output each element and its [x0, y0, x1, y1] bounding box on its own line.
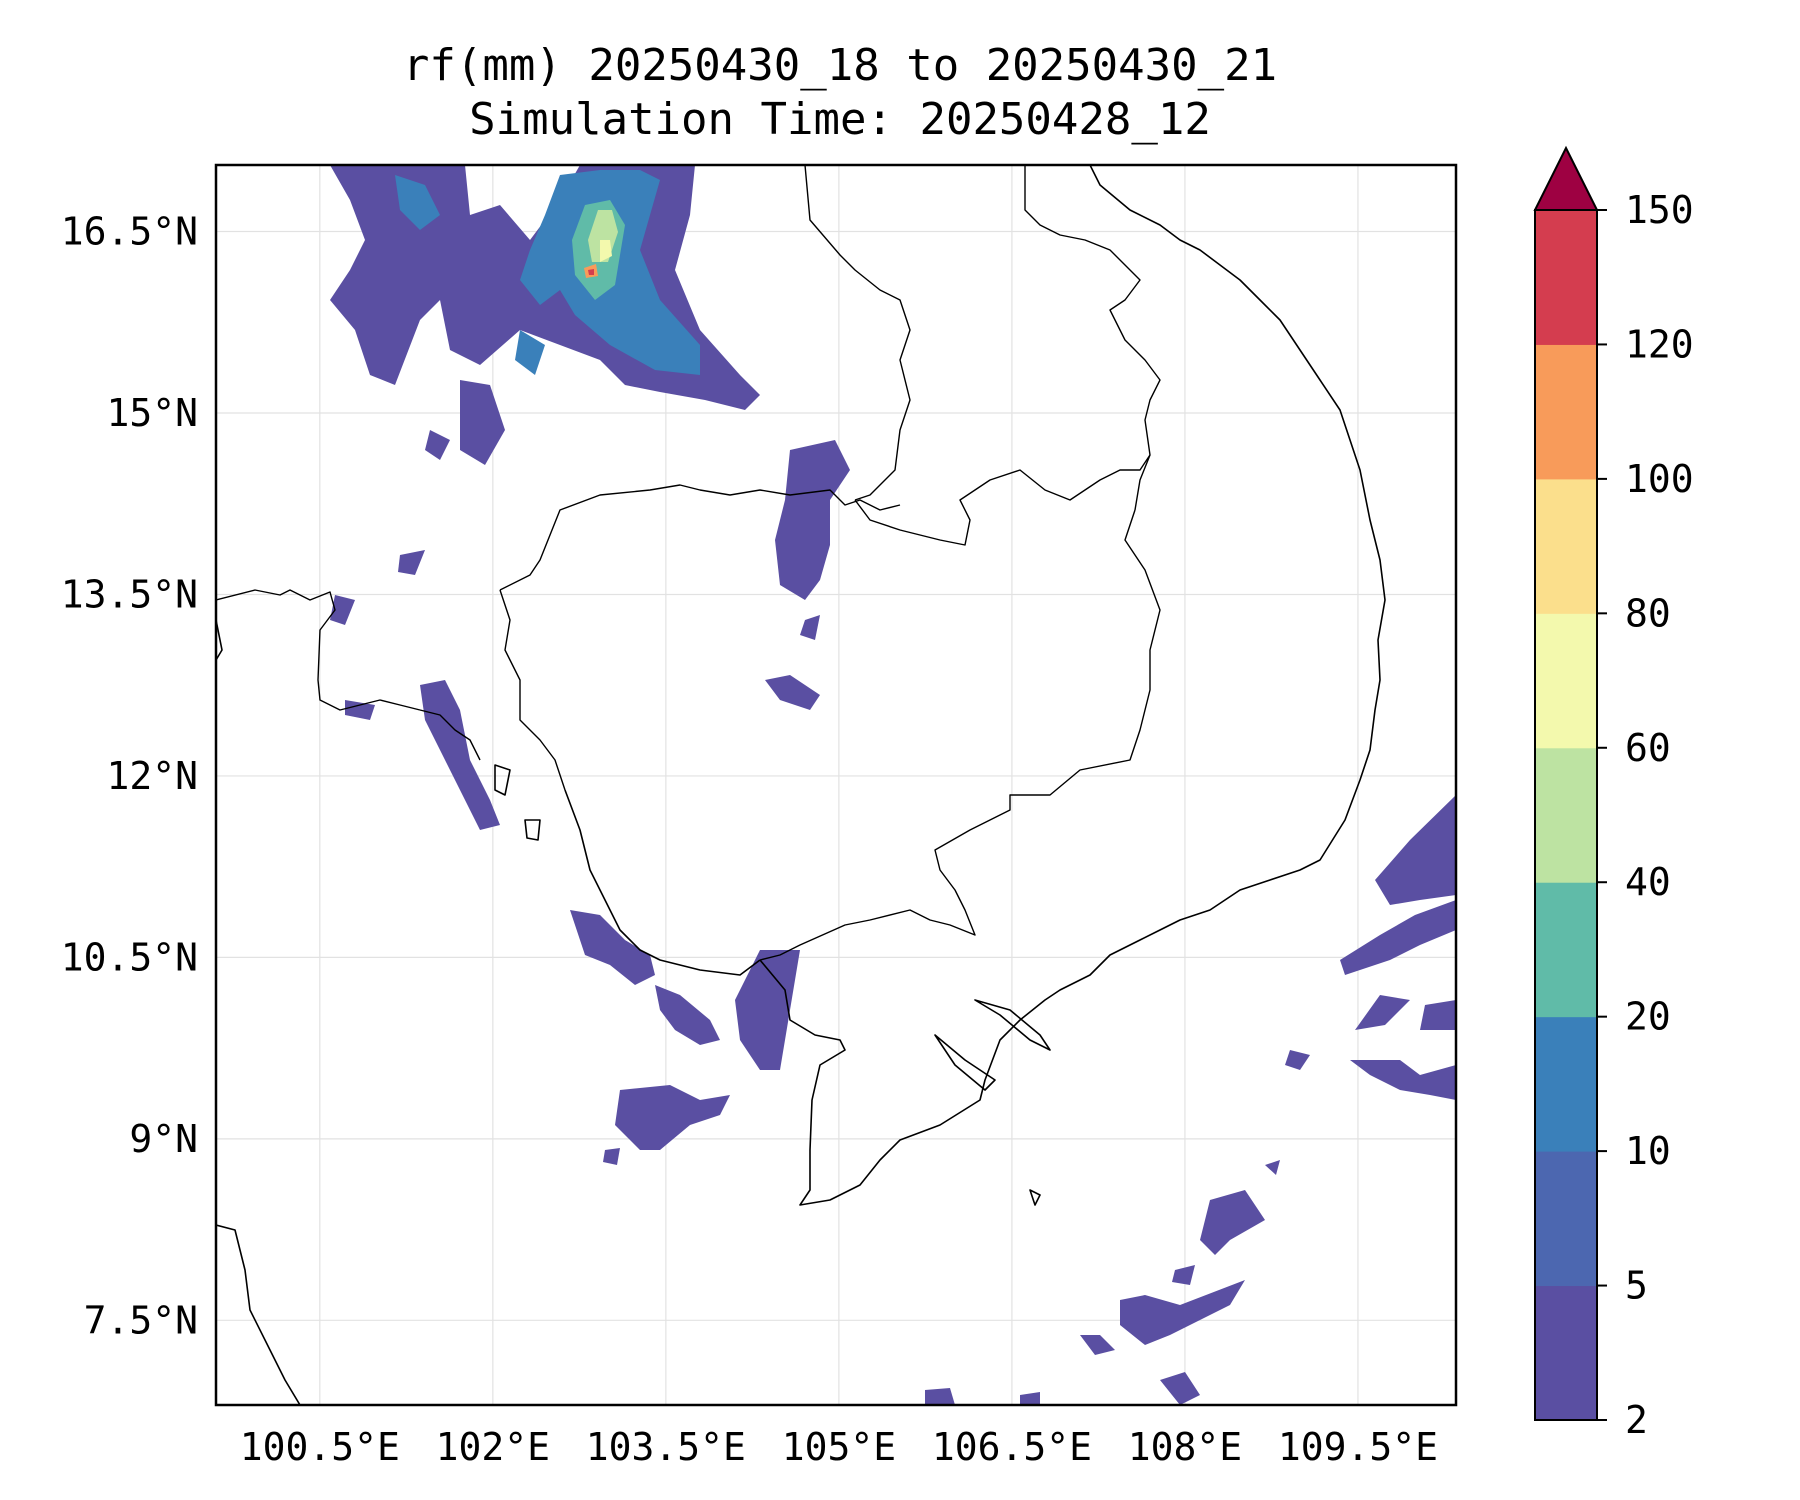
rain-area-60mm	[600, 240, 612, 262]
colorbar-segment	[1535, 1151, 1597, 1287]
rain-area-gulf-south-b	[603, 1148, 620, 1165]
rain-area-cambodia-b	[800, 615, 820, 640]
lon-tick-label: 105°E	[782, 1425, 896, 1469]
colorbar-tick-label: 60	[1625, 726, 1671, 770]
country-border-thailand-cambodia	[216, 589, 421, 711]
map-frame	[214, 163, 1458, 1407]
colorbar: 2 5 10 20 40 60 80 100 120 150	[1533, 145, 1694, 1442]
lat-tick-label: 15°N	[106, 391, 198, 435]
lon-tick-label: 103.5°E	[586, 1425, 746, 1469]
rain-area-south-h	[1265, 1160, 1280, 1175]
country-border-cambodia-west	[419, 709, 481, 761]
rain-area-cambodia-e	[330, 595, 355, 625]
coastline-islands	[494, 764, 1041, 1206]
colorbar-segment	[1535, 344, 1597, 480]
lat-tick-label: 9°N	[129, 1117, 198, 1161]
gridlines	[216, 165, 1456, 1405]
rain-area-vietnam-offshore-c	[1355, 995, 1410, 1030]
coastline-cambodia	[564, 789, 761, 976]
latitude-tick-labels: 16.5°N 15°N 13.5°N 12°N 10.5°N 9°N 7.5°N	[61, 210, 198, 1343]
lon-tick-label: 100.5°E	[240, 1425, 400, 1469]
lat-tick-label: 7.5°N	[84, 1298, 198, 1342]
rain-area-south-c	[1172, 1265, 1195, 1285]
rain-area-max-core	[588, 269, 594, 275]
lat-tick-label: 16.5°N	[61, 210, 198, 254]
coastlines-and-borders	[216, 165, 1386, 1405]
colorbar-tick-label: 10	[1625, 1129, 1671, 1173]
longitude-tick-labels: 100.5°E 102°E 103.5°E 105°E 106.5°E 108°E 109.…	[240, 1425, 1438, 1469]
rain-area-south-e	[1160, 1372, 1200, 1405]
country-border-laos-thailand	[804, 165, 911, 501]
rain-area-cambodia-c	[765, 675, 820, 710]
rain-area-gulf-mid-b	[655, 985, 720, 1045]
colorbar-extend-arrow	[1533, 145, 1599, 211]
rain-area-south-a	[1200, 1190, 1265, 1255]
country-border-cambodia-north	[499, 484, 901, 591]
title-line-2: Simulation Time: 20250428_12	[469, 94, 1211, 145]
rain-area-cambodia-d	[398, 550, 425, 575]
colorbar-tick-label: 40	[1625, 860, 1671, 904]
coastline-gulf-thailand-west	[216, 619, 223, 661]
coastline-delta-islands	[934, 999, 1051, 1091]
colorbar-segment	[1535, 478, 1597, 614]
rain-area-south-d	[1080, 1335, 1115, 1355]
coastline-mekong-delta	[759, 165, 1386, 1206]
rain-area-vietnam-offshore-f	[1285, 1050, 1310, 1070]
rain-area-vietnam-offshore-a	[1375, 795, 1456, 905]
rain-area-10mm-b	[395, 175, 440, 230]
colorbar-segment	[1535, 1016, 1597, 1152]
rain-area-south-f	[925, 1388, 955, 1405]
colorbar-tick-label: 150	[1625, 188, 1694, 232]
rain-area-south-g	[1020, 1392, 1040, 1405]
rain-area-vietnam-offshore-d	[1420, 1000, 1456, 1030]
rain-area-thailand-north-b	[460, 380, 505, 465]
colorbar-tick-label: 80	[1625, 591, 1671, 635]
rain-area-thailand-north-c	[425, 430, 450, 460]
colorbar-segment	[1535, 747, 1597, 883]
rain-area-vietnam-offshore-b	[1340, 900, 1456, 975]
coastline-gulf-thailand-south	[216, 1224, 301, 1405]
colorbar-tick-label: 100	[1625, 457, 1694, 501]
rainfall-layer	[330, 165, 1456, 1405]
colorbar-tick-label: 20	[1625, 995, 1671, 1039]
country-border-cambodia-vietnam	[759, 509, 1161, 961]
colorbar-segment	[1535, 882, 1597, 1018]
lon-tick-label: 106.5°E	[932, 1425, 1092, 1469]
rain-area-gulf-mid	[570, 910, 655, 985]
rain-area-gulf-south	[615, 1085, 730, 1150]
country-border-laos-cambodia	[854, 454, 1151, 546]
rain-area-gulf-west	[420, 680, 500, 830]
rain-area-vietnam-offshore-e	[1350, 1060, 1456, 1100]
lat-tick-label: 10.5°N	[61, 935, 198, 979]
lon-tick-label: 102°E	[436, 1425, 550, 1469]
colorbar-segment	[1535, 1285, 1597, 1421]
title-line-1: rf(mm) 20250430_18 to 20250430_21	[403, 40, 1277, 91]
rain-area-cambodia-north	[775, 440, 850, 600]
colorbar-segment	[1535, 613, 1597, 749]
rain-area-gulf-east	[735, 950, 800, 1070]
country-border-cambodia-thailand	[499, 589, 566, 791]
lat-tick-label: 12°N	[106, 754, 198, 798]
colorbar-frame	[1534, 209, 1598, 1421]
colorbar-tick-label: 5	[1625, 1264, 1648, 1308]
country-border-laos-vietnam	[1024, 165, 1161, 511]
colorbar-tick-label: 120	[1625, 322, 1694, 366]
rain-area-10mm-c	[515, 330, 545, 375]
colorbar-tick-label: 2	[1625, 1398, 1648, 1442]
rain-area-south-b	[1120, 1280, 1245, 1345]
lon-tick-label: 108°E	[1128, 1425, 1242, 1469]
colorbar-segment	[1535, 210, 1597, 345]
lat-tick-label: 13.5°N	[61, 572, 198, 616]
lon-tick-label: 109.5°E	[1278, 1425, 1438, 1469]
rain-area-gulf-west-b	[345, 700, 375, 720]
